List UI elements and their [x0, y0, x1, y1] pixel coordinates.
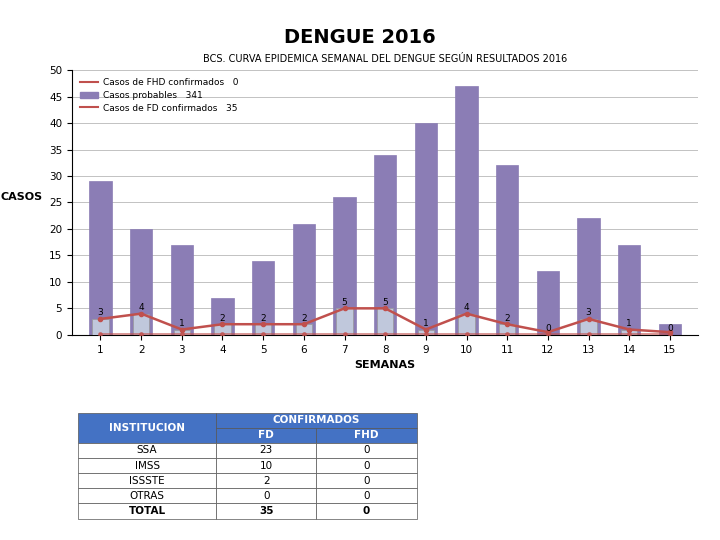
Text: IMSS: IMSS — [135, 461, 160, 470]
Text: 0: 0 — [363, 461, 369, 470]
Text: CONFIRMADOS: CONFIRMADOS — [273, 415, 360, 425]
Text: DENGUE 2016: DENGUE 2016 — [284, 28, 436, 48]
Text: 10: 10 — [260, 461, 273, 470]
Bar — [215, 324, 230, 335]
Text: 35: 35 — [259, 506, 274, 516]
FancyBboxPatch shape — [316, 503, 417, 518]
Bar — [174, 329, 190, 335]
FancyBboxPatch shape — [216, 503, 316, 518]
Text: 3: 3 — [98, 308, 104, 318]
Bar — [211, 298, 234, 335]
Text: 5: 5 — [382, 298, 388, 307]
Text: 2: 2 — [505, 314, 510, 322]
Bar — [415, 123, 437, 335]
FancyBboxPatch shape — [78, 413, 216, 443]
Bar — [374, 155, 397, 335]
FancyBboxPatch shape — [78, 488, 216, 503]
Text: 0: 0 — [667, 324, 672, 333]
Legend: Casos de FHD confirmados   0, Casos probables   341, Casos de FD confirmados   3: Casos de FHD confirmados 0, Casos probab… — [76, 75, 242, 116]
Text: 1: 1 — [179, 319, 185, 328]
Text: FD: FD — [258, 430, 274, 440]
FancyBboxPatch shape — [78, 473, 216, 488]
Text: 0: 0 — [363, 476, 369, 485]
Bar — [92, 319, 109, 335]
Bar — [89, 181, 112, 335]
Bar — [536, 271, 559, 335]
Bar — [255, 324, 271, 335]
Text: INSTITUCION: INSTITUCION — [109, 423, 185, 433]
Bar — [418, 329, 434, 335]
Text: 5: 5 — [342, 298, 347, 307]
FancyBboxPatch shape — [78, 458, 216, 473]
Text: 0: 0 — [363, 491, 369, 501]
FancyBboxPatch shape — [316, 488, 417, 503]
Bar — [496, 165, 518, 335]
Text: 4: 4 — [138, 303, 144, 312]
Text: 3: 3 — [585, 308, 591, 318]
X-axis label: SEMANAS: SEMANAS — [355, 360, 415, 370]
Bar — [252, 261, 274, 335]
Text: 0: 0 — [363, 506, 370, 516]
Text: 0: 0 — [263, 491, 269, 501]
Bar — [171, 245, 193, 335]
Bar — [499, 324, 516, 335]
Text: 2: 2 — [261, 314, 266, 322]
Title: BCS. CURVA EPIDEMICA SEMANAL DEL DENGUE SEGÚN RESULTADOS 2016: BCS. CURVA EPIDEMICA SEMANAL DEL DENGUE … — [203, 54, 567, 64]
FancyBboxPatch shape — [216, 488, 316, 503]
Bar — [618, 245, 640, 335]
FancyBboxPatch shape — [216, 458, 316, 473]
Bar — [130, 229, 153, 335]
Bar — [333, 197, 356, 335]
Bar — [577, 218, 600, 335]
Text: FHD: FHD — [354, 430, 379, 440]
Bar — [659, 324, 681, 335]
Text: 1: 1 — [626, 319, 632, 328]
Bar — [580, 319, 597, 335]
Bar — [621, 329, 637, 335]
Text: 2: 2 — [220, 314, 225, 322]
Text: 2: 2 — [301, 314, 307, 322]
FancyBboxPatch shape — [78, 443, 216, 458]
FancyBboxPatch shape — [316, 473, 417, 488]
Text: OTRAS: OTRAS — [130, 491, 165, 501]
FancyBboxPatch shape — [216, 443, 316, 458]
Text: 0: 0 — [363, 446, 369, 455]
Text: 2: 2 — [263, 476, 269, 485]
Bar — [455, 86, 478, 335]
Text: 4: 4 — [464, 303, 469, 312]
Text: 1: 1 — [423, 319, 428, 328]
Text: TOTAL: TOTAL — [129, 506, 166, 516]
Bar — [377, 308, 393, 335]
Bar — [292, 224, 315, 335]
FancyBboxPatch shape — [316, 458, 417, 473]
FancyBboxPatch shape — [78, 503, 216, 518]
Text: SSA: SSA — [137, 446, 158, 455]
Bar — [296, 324, 312, 335]
Text: ISSSTE: ISSSTE — [130, 476, 165, 485]
Text: 23: 23 — [259, 446, 273, 455]
FancyBboxPatch shape — [216, 413, 417, 428]
FancyBboxPatch shape — [216, 473, 316, 488]
Text: 0: 0 — [545, 324, 551, 333]
Bar — [459, 314, 474, 335]
Bar — [133, 314, 149, 335]
FancyBboxPatch shape — [216, 428, 316, 443]
FancyBboxPatch shape — [316, 443, 417, 458]
FancyBboxPatch shape — [316, 428, 417, 443]
Bar — [336, 308, 353, 335]
Y-axis label: CASOS: CASOS — [1, 192, 43, 202]
